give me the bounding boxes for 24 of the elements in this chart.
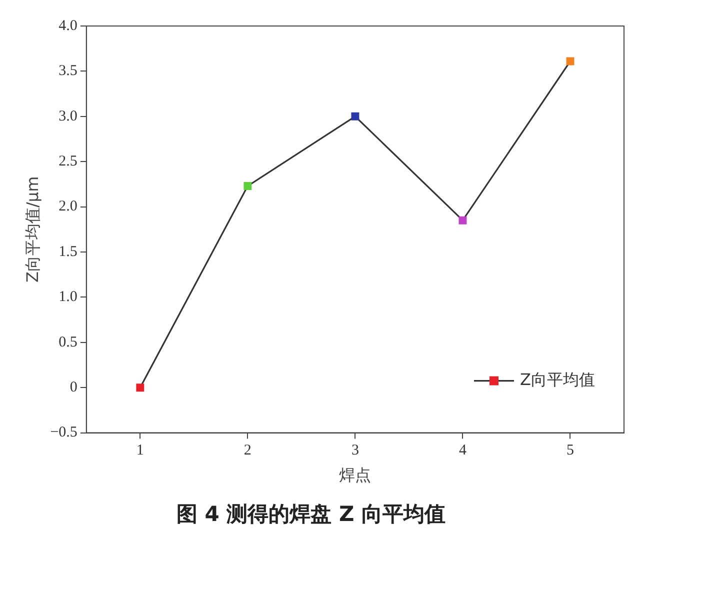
x-tick-label: 4 bbox=[458, 442, 467, 459]
point bbox=[566, 57, 574, 66]
y-tick-label: 3.5 bbox=[58, 63, 78, 80]
x-tick-label: 3 bbox=[351, 442, 359, 459]
x-tick-label: 5 bbox=[566, 442, 574, 459]
y-tick-label: 2.5 bbox=[58, 154, 78, 170]
point bbox=[244, 182, 252, 190]
y-tick-label: 0 bbox=[70, 380, 78, 396]
y-tick-label: 2.0 bbox=[58, 198, 78, 215]
y-tick-label: 3.0 bbox=[58, 108, 78, 124]
y-tick-label: −0.5 bbox=[50, 424, 78, 441]
x-axis-title: 焊点 bbox=[339, 466, 372, 485]
y-tick-label: 0.5 bbox=[58, 334, 78, 350]
y-tick-label: 4.0 bbox=[58, 18, 78, 34]
y-axis-title: Z向平均值/μm bbox=[22, 176, 42, 282]
text: 图 4 测得的焊盘 Z 向平均值 bbox=[175, 501, 447, 528]
y-tick-label: 1.5 bbox=[58, 244, 78, 260]
legend-label: Z向平均值 bbox=[520, 370, 595, 389]
y-tick-label: 1.0 bbox=[58, 289, 78, 306]
point bbox=[458, 216, 467, 224]
x-tick-label: 1 bbox=[136, 442, 144, 459]
x-tick-label: 2 bbox=[244, 442, 252, 459]
point bbox=[351, 112, 360, 120]
point bbox=[136, 384, 144, 392]
